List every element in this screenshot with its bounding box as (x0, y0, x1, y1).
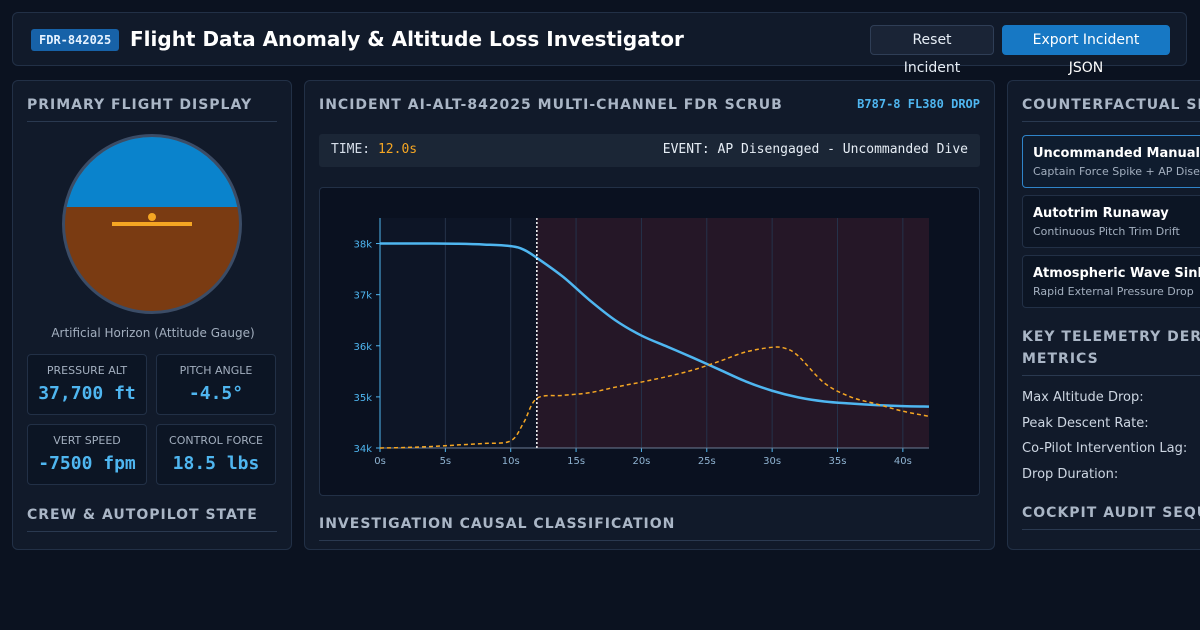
x-tick-label: 0s (374, 456, 386, 467)
x-tick-label: 20s (632, 456, 650, 467)
divider (1022, 529, 1200, 530)
x-tick-label: 40s (894, 456, 912, 467)
scenario-name: Atmospheric Wave Sink (1033, 266, 1200, 281)
y-tick-label: 34k (353, 444, 372, 455)
reset-incident-button[interactable]: Reset Incident (870, 25, 994, 76)
scenario-name: Uncommanded Manual (1033, 146, 1200, 161)
metric-control-force: CONTROL FORCE 18.5 lbs (156, 424, 276, 485)
cockpit-audit-title: COCKPIT AUDIT SEQU (1022, 505, 1200, 521)
metric-drop-duration: Drop Duration: (1022, 467, 1119, 482)
divider (27, 531, 277, 532)
horizon-caption: Artificial Horizon (Attitude Gauge) (51, 326, 255, 340)
metric-label: PITCH ANGLE (179, 364, 253, 377)
metric-value: 18.5 lbs (172, 453, 260, 474)
time-label: TIME: (331, 142, 371, 157)
time-readout: TIME: 12.0s (331, 142, 417, 157)
fdr-scrub-title: INCIDENT AI-ALT-842025 MULTI-CHANNEL FDR… (319, 97, 783, 113)
divider (1022, 375, 1200, 376)
fdr-chart[interactable]: 0s 5s 10s 15s 20s 25s 30s 35s 40s 34k 35k 36k 37k 38k (320, 188, 979, 495)
metric-value: -4.5° (188, 383, 244, 404)
incident-badge: FDR-842025 (31, 29, 120, 51)
divider (319, 540, 980, 541)
aircraft-symbol-bar (112, 222, 192, 226)
x-tick-label: 35s (829, 456, 847, 467)
x-tick-label: 30s (763, 456, 781, 467)
event-readout: EVENT: AP Disengaged - Uncommanded Dive (662, 142, 968, 157)
telemetry-metrics-title-2: METRICS (1022, 351, 1099, 367)
metric-label: VERT SPEED (53, 434, 121, 447)
scenario-atmospheric-wave-sink[interactable]: Atmospheric Wave Sink Rapid External Pre… (1022, 255, 1200, 308)
aircraft-tag: B787-8 FL380 DROP (857, 97, 980, 111)
metric-label: PRESSURE ALT (46, 364, 128, 377)
metric-max-altitude-drop: Max Altitude Drop: (1022, 390, 1144, 405)
x-tick-label: 25s (698, 456, 716, 467)
control-force-series-line (379, 346, 930, 449)
counterfactual-panel: COUNTERFACTUAL SIG Uncommanded Manual Ca… (1007, 80, 1200, 550)
x-tick-label: 10s (502, 456, 520, 467)
x-tick-label: 5s (440, 456, 452, 467)
y-tick-label: 36k (353, 342, 372, 353)
fdr-chart-container[interactable]: 0s 5s 10s 15s 20s 25s 30s 35s 40s 34k 35k 36k 37k 38k (319, 187, 980, 496)
x-tick-label: 15s (567, 456, 585, 467)
metric-label: CONTROL FORCE (169, 434, 263, 447)
metric-value: -7500 fpm (38, 453, 136, 474)
scenario-desc: Captain Force Spike + AP Dise (1033, 165, 1200, 178)
fdr-scrub-panel: INCIDENT AI-ALT-842025 MULTI-CHANNEL FDR… (304, 80, 995, 550)
crew-autopilot-title: CREW & AUTOPILOT STATE (27, 507, 258, 523)
y-tick-label: 35k (353, 393, 372, 404)
page-title: Flight Data Anomaly & Altitude Loss Inve… (130, 27, 684, 51)
counterfactual-title: COUNTERFACTUAL SIG (1022, 97, 1200, 113)
artificial-horizon (62, 134, 242, 314)
metric-peak-descent-rate: Peak Descent Rate: (1022, 416, 1149, 431)
scenario-autotrim-runaway[interactable]: Autotrim Runaway Continuous Pitch Trim D… (1022, 195, 1200, 248)
scenario-name: Autotrim Runaway (1033, 206, 1169, 221)
app-header: FDR-842025 Flight Data Anomaly & Altitud… (12, 12, 1187, 76)
classification-title: INVESTIGATION CAUSAL CLASSIFICATION (319, 516, 676, 532)
aircraft-symbol-dot (148, 213, 156, 221)
metric-vert-speed: VERT SPEED -7500 fpm (27, 424, 147, 485)
y-tick-label: 37k (353, 291, 372, 302)
metric-pressure-alt: PRESSURE ALT 37,700 ft (27, 354, 147, 415)
primary-flight-display-panel: PRIMARY FLIGHT DISPLAY Artificial Horizo… (12, 80, 292, 550)
metric-value: 37,700 ft (38, 383, 136, 404)
scenario-uncommanded-manual[interactable]: Uncommanded Manual Captain Force Spike +… (1022, 135, 1200, 188)
metric-pitch-angle: PITCH ANGLE -4.5° (156, 354, 276, 415)
divider (1022, 121, 1200, 122)
horizon-sky (65, 137, 239, 207)
time-value: 12.0s (377, 142, 418, 157)
scenario-desc: Rapid External Pressure Drop (1033, 285, 1194, 298)
export-incident-json-button[interactable]: Export Incident JSON (1002, 25, 1170, 76)
altitude-series-line (380, 242, 930, 408)
pfd-title: PRIMARY FLIGHT DISPLAY (27, 97, 253, 113)
event-region (536, 218, 929, 448)
divider (27, 121, 277, 122)
metric-copilot-intervention-lag: Co-Pilot Intervention Lag: (1022, 441, 1188, 456)
y-tick-label: 38k (353, 240, 372, 251)
scrub-status-bar: TIME: 12.0s EVENT: AP Disengaged - Uncom… (319, 134, 980, 167)
scenario-desc: Continuous Pitch Trim Drift (1033, 225, 1180, 238)
telemetry-metrics-title-1: KEY TELEMETRY DERIV (1022, 329, 1200, 345)
